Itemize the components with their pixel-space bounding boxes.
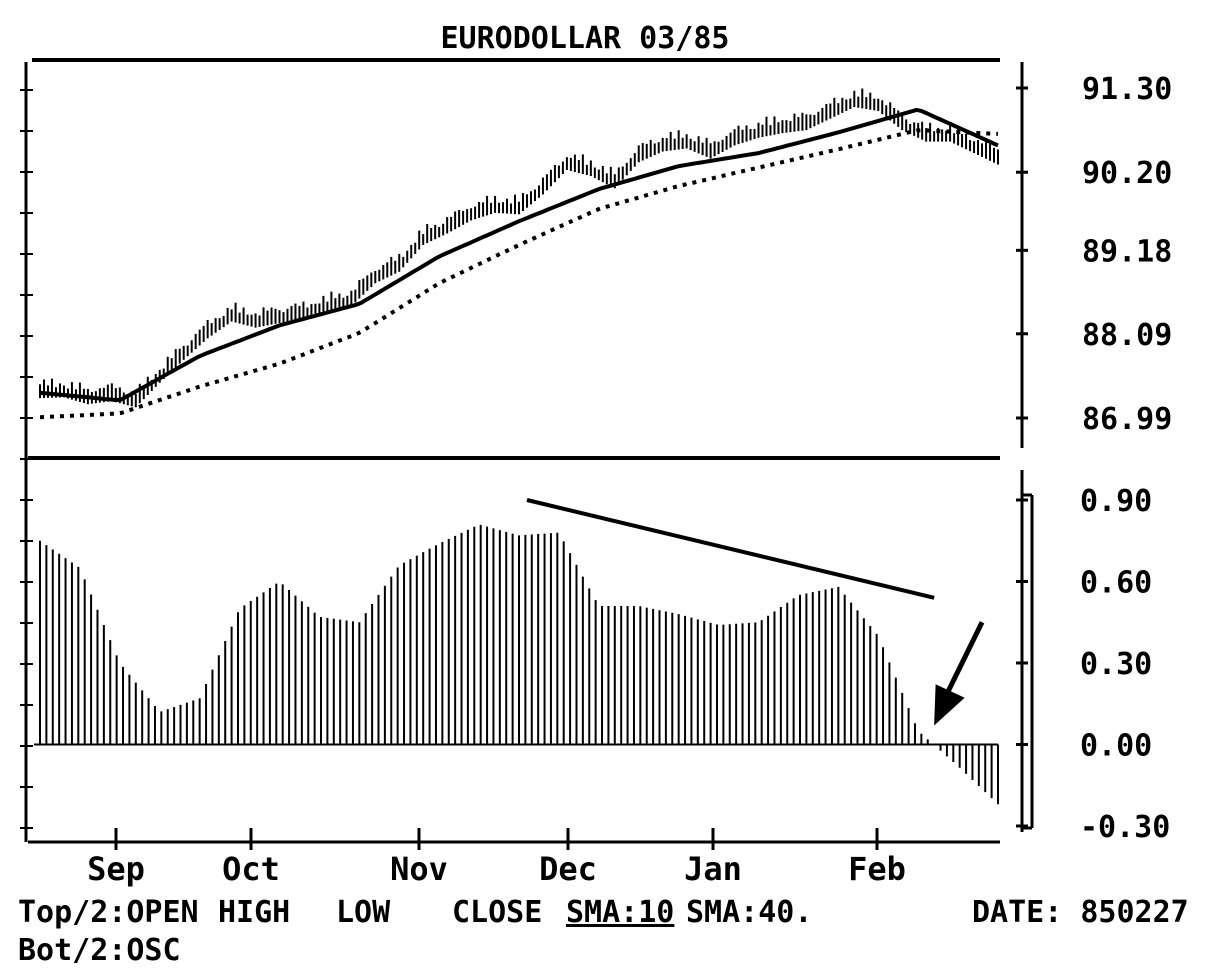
osc-ytick-label: 0.00 xyxy=(1080,729,1152,764)
price-ytick-label: 91.30 xyxy=(1082,72,1172,107)
month-label: Sep xyxy=(87,850,145,888)
osc-ytick-label: -0.30 xyxy=(1080,810,1170,845)
chart-frame xyxy=(20,58,1034,844)
month-label: Dec xyxy=(539,850,597,888)
price-ytick-label: 88.09 xyxy=(1082,318,1172,353)
osc-ytick-label: 0.60 xyxy=(1080,566,1152,601)
month-label: Jan xyxy=(684,850,742,888)
arrow-head xyxy=(934,684,965,726)
footer-legend: Top/2:OPEN Bot/2:OSC HIGH LOW CLOSE SMA:… xyxy=(18,895,1189,968)
month-label: Feb xyxy=(848,850,906,888)
axes: 91.30 90.20 89.18 88.09 86.99 0.90 0.60 0.30 0.0… xyxy=(87,72,1172,888)
price-ytick-label: 90.20 xyxy=(1082,156,1172,191)
month-label: Nov xyxy=(390,850,448,888)
chart-title: EURODOLLAR 03/85 xyxy=(441,21,730,56)
sma40-dotted-line xyxy=(39,128,999,420)
sma10-line xyxy=(39,107,999,403)
footer-bot-label: Bot/2:OSC xyxy=(18,933,181,968)
footer-field-sma40: SMA:40. xyxy=(686,895,812,930)
divergence-trendline xyxy=(526,498,935,600)
footer-field-close: CLOSE xyxy=(452,895,542,930)
footer-date: DATE: 850227 xyxy=(972,895,1189,930)
price-ytick-label: 86.99 xyxy=(1082,402,1172,437)
arrow-shaft xyxy=(943,621,985,697)
footer-field-high: HIGH xyxy=(218,895,290,930)
price-panel xyxy=(39,88,999,420)
oscillator-panel xyxy=(34,498,999,805)
price-ytick-label: 89.18 xyxy=(1082,234,1172,269)
footer-field-low: LOW xyxy=(336,895,391,930)
osc-ytick-label: 0.30 xyxy=(1080,647,1152,682)
month-label: Oct xyxy=(222,850,280,888)
footer-field-sma10: SMA:10 xyxy=(566,895,674,930)
footer-top-label: Top/2:OPEN xyxy=(18,895,199,930)
osc-ytick-label: 0.90 xyxy=(1080,484,1152,519)
